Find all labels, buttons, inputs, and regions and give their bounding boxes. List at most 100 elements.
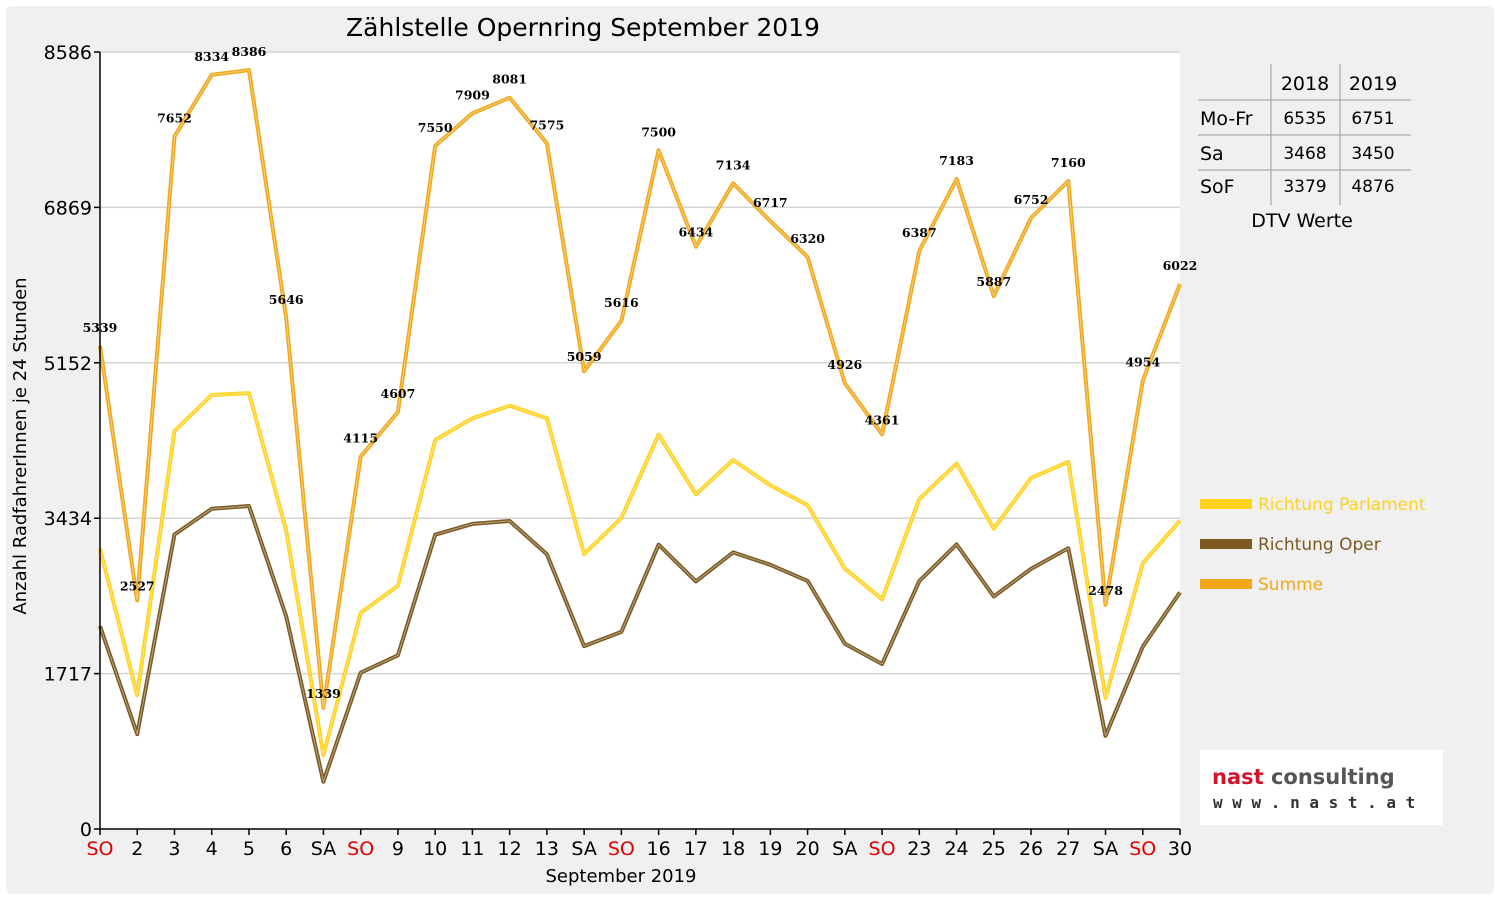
x-tick-label: SO xyxy=(608,838,635,860)
logo-text-consulting: consulting xyxy=(1264,765,1395,789)
x-tick-label: 26 xyxy=(1019,838,1043,860)
data-label: 5059 xyxy=(567,349,602,364)
data-label: 7134 xyxy=(716,157,751,172)
plot-area xyxy=(100,52,1180,829)
table-row-label: Sa xyxy=(1200,143,1224,165)
series-line-highlight xyxy=(99,392,1181,756)
x-tick-label: 9 xyxy=(392,838,404,860)
x-tick-label: SO xyxy=(86,838,113,860)
data-label: 5646 xyxy=(269,292,304,307)
x-tick-label: 19 xyxy=(758,838,782,860)
table-cell: 3450 xyxy=(1351,144,1394,164)
x-tick-label: SO xyxy=(1129,838,1156,860)
x-tick-label: 5 xyxy=(243,838,255,860)
x-tick-label: 27 xyxy=(1056,838,1080,860)
dtv-table: 2018 2019 Mo-Fr 6535 6751 Sa 3468 3450 S… xyxy=(1198,64,1411,232)
data-label: 6717 xyxy=(753,195,788,210)
x-tick-label: SA xyxy=(832,838,857,860)
legend-swatch xyxy=(1200,499,1252,509)
y-tick-label: 1717 xyxy=(44,664,92,686)
x-tick-label: 23 xyxy=(907,838,931,860)
data-label: 6752 xyxy=(1014,192,1049,207)
x-tick-label: SO xyxy=(347,838,374,860)
x-tick-label: 2 xyxy=(131,838,143,860)
series-line-highlight xyxy=(99,505,1181,783)
data-label: 6320 xyxy=(790,231,825,246)
x-tick-label: 6 xyxy=(280,838,292,860)
x-tick-label: 16 xyxy=(647,838,671,860)
data-labels: 5339 2527 7652 8334 8386 5646 1339 4115 4607 7550… xyxy=(83,44,1198,701)
legend: Richtung Parlament Richtung Oper Summe xyxy=(1200,495,1426,595)
data-label: 4954 xyxy=(1125,355,1160,370)
x-tick-label: 25 xyxy=(982,838,1006,860)
series-line xyxy=(98,391,1182,758)
logo-url: w w w . n a s t . a t xyxy=(1213,793,1415,812)
table-cell: 4876 xyxy=(1351,177,1394,197)
legend-label: Richtung Parlament xyxy=(1258,495,1426,515)
legend-swatch xyxy=(1200,579,1252,589)
data-label: 4926 xyxy=(827,357,862,372)
table-header-2019: 2019 xyxy=(1349,73,1397,95)
x-tick-label: 18 xyxy=(721,838,745,860)
logo-background xyxy=(1200,750,1443,825)
y-tick-label: 5152 xyxy=(44,353,92,375)
series-lines xyxy=(98,68,1182,784)
x-tick-labels: SO 2 3 4 5 6 SA SO 9 10 11 12 13 SA SO 16 17 18 19 20 SA SO 23… xyxy=(86,829,1192,860)
data-label: 7550 xyxy=(418,120,453,135)
chart-title: Zählstelle Opernring September 2019 xyxy=(346,13,820,42)
data-label: 4361 xyxy=(865,412,900,427)
data-label: 5887 xyxy=(976,274,1011,289)
logo-text-nast: nast xyxy=(1212,765,1264,789)
x-tick-label: SA xyxy=(571,838,596,860)
table-row-label: SoF xyxy=(1200,176,1235,198)
x-tick-label: 13 xyxy=(535,838,559,860)
nast-consulting-logo: nast consulting w w w . n a s t . a t xyxy=(1200,750,1443,825)
y-tick-label: 0 xyxy=(80,819,92,841)
y-tick-labels: 0 1717 3434 5152 6869 8586 xyxy=(44,42,100,841)
chart-frame: Zählstelle Opernring September 2019 0 171… xyxy=(6,6,1494,894)
data-label: 5339 xyxy=(83,320,118,335)
data-label: 7909 xyxy=(455,87,490,102)
data-label: 6434 xyxy=(678,225,713,240)
x-tick-label: 3 xyxy=(168,838,180,860)
axes xyxy=(99,52,1180,830)
data-label: 2478 xyxy=(1088,583,1123,598)
table-caption: DTV Werte xyxy=(1251,210,1353,232)
data-label: 7575 xyxy=(529,117,564,132)
x-tick-label: 20 xyxy=(795,838,819,860)
data-label: 5616 xyxy=(604,295,639,310)
legend-swatch xyxy=(1200,539,1252,549)
table-row-label: Mo-Fr xyxy=(1200,108,1253,130)
data-label: 7500 xyxy=(641,124,676,139)
table-cell: 6751 xyxy=(1351,109,1394,129)
y-tick-label: 8586 xyxy=(44,42,92,64)
table-cell: 6535 xyxy=(1283,109,1326,129)
data-label: 7160 xyxy=(1051,155,1086,170)
data-label: 8334 xyxy=(194,49,229,64)
grid-lines xyxy=(100,51,1180,675)
legend-label: Summe xyxy=(1258,575,1323,595)
data-label: 7652 xyxy=(157,111,192,126)
x-tick-label: SA xyxy=(311,838,336,860)
x-tick-label: 11 xyxy=(460,838,484,860)
data-label: 8081 xyxy=(492,72,527,87)
data-label: 4115 xyxy=(343,431,378,446)
logo-text: nast consulting xyxy=(1212,765,1395,789)
data-label: 4607 xyxy=(381,386,416,401)
data-label: 7183 xyxy=(939,153,974,168)
series-line xyxy=(98,68,1182,710)
data-label: 2527 xyxy=(120,578,155,593)
table-cell: 3379 xyxy=(1283,177,1326,197)
x-tick-label: 30 xyxy=(1168,838,1192,860)
x-tick-label: SO xyxy=(869,838,896,860)
x-tick-label: SA xyxy=(1093,838,1118,860)
series-line-highlight xyxy=(99,69,1181,709)
x-tick-label: 10 xyxy=(423,838,447,860)
x-tick-label: 17 xyxy=(684,838,708,860)
data-label: 6022 xyxy=(1163,258,1198,273)
y-tick-label: 3434 xyxy=(44,508,92,530)
chart-svg: Zählstelle Opernring September 2019 0171… xyxy=(10,13,1443,887)
legend-label: Richtung Oper xyxy=(1258,535,1381,555)
y-axis-label: Anzahl RadfahrerInnen je 24 Stunden xyxy=(10,277,31,614)
data-label: 1339 xyxy=(306,686,341,701)
